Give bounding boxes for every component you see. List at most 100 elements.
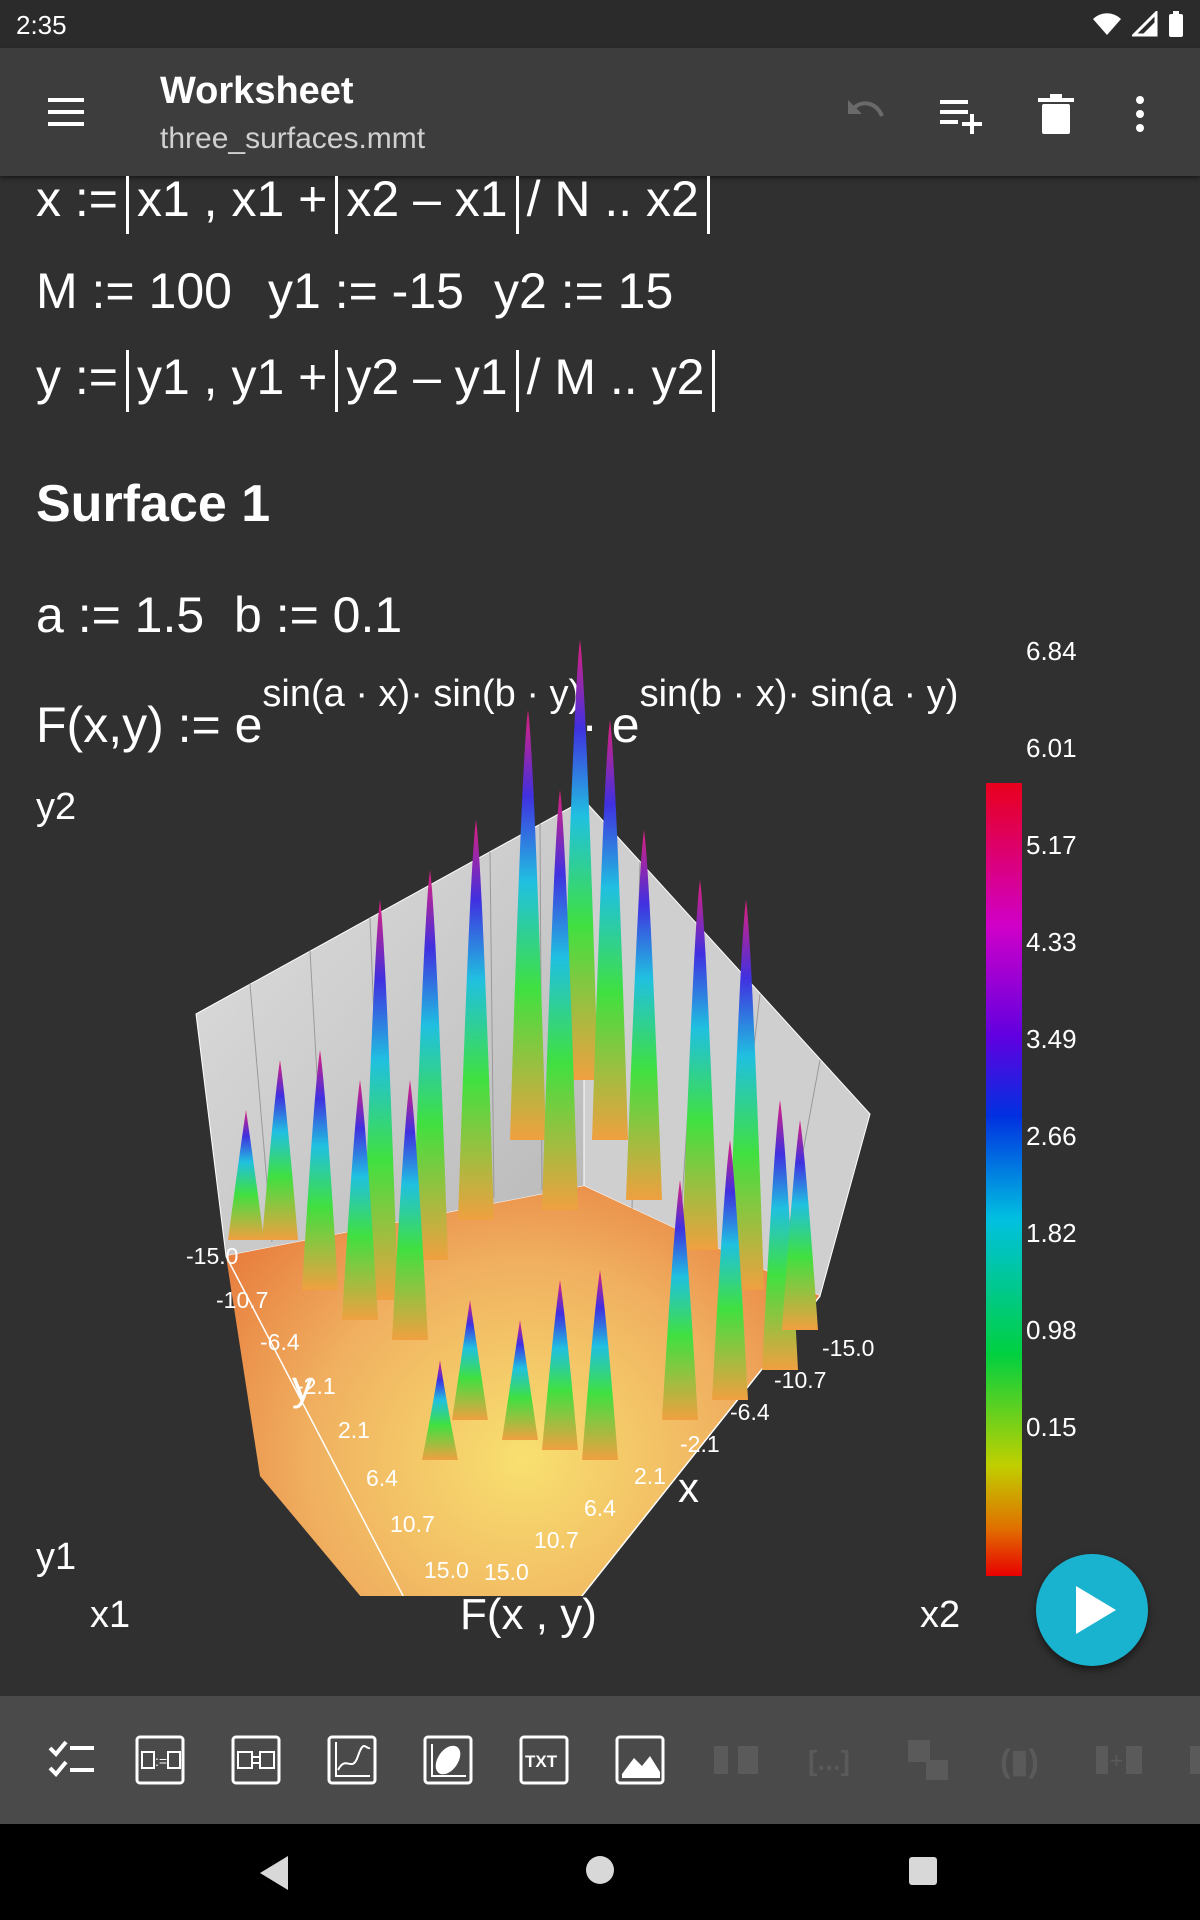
parentheses-icon: (▮) — [1000, 1743, 1039, 1779]
M-definition[interactable]: M := 100 — [36, 262, 232, 320]
more-vert-icon[interactable] — [1116, 90, 1164, 138]
math-text: x2 – x1 — [346, 176, 508, 227]
status-time: 2:35 — [16, 10, 67, 40]
surface-peak — [392, 1080, 428, 1340]
math-text: y1 , y1 + — [136, 349, 328, 405]
x-tick-label: 2.1 — [634, 1463, 666, 1489]
colorbar-tick-label: 0.98 — [1026, 1315, 1077, 1345]
section-heading[interactable]: Surface 1 — [36, 475, 271, 533]
surface-peak — [682, 880, 718, 1250]
bracket — [712, 349, 716, 412]
stack-block-icon — [908, 1740, 948, 1780]
b-definition[interactable]: b := 0.1 — [234, 586, 402, 644]
run-button[interactable] — [1036, 1554, 1148, 1666]
plot-y-min[interactable]: y1 — [36, 1536, 77, 1578]
app-title: Worksheet — [160, 70, 354, 112]
svg-text:[...]: [...] — [808, 1745, 850, 1776]
surface-peak — [228, 1110, 264, 1240]
math-text: / M .. y2 — [526, 349, 705, 405]
signal-icon — [1132, 11, 1158, 37]
y-tick-label: 15.0 — [424, 1557, 469, 1583]
x-axis-ticks: -15.0 -10.7-6.4 -2.1 2.1 6.410.715.0 — [484, 1335, 874, 1585]
y-tick-label: 2.1 — [338, 1417, 370, 1443]
abs-bar — [335, 349, 339, 412]
recents-icon[interactable] — [908, 1856, 938, 1886]
colorbar-tick-label: 1.82 — [1026, 1218, 1077, 1248]
surface-peak — [502, 1320, 538, 1440]
math-text: b := 0.1 — [234, 587, 403, 643]
surface-peak — [562, 640, 598, 1080]
exponent: sin(a · x)· sin(b · y) — [262, 673, 582, 715]
plot-frame-edge — [225, 1255, 821, 1596]
x-tick-label: 10.7 — [534, 1527, 579, 1553]
math-text: y2 – y1 — [346, 349, 508, 405]
y-definition[interactable]: y := y1 , y1 + y2 – y1 / M .. y2 — [36, 348, 723, 412]
plot-y-max[interactable]: y2 — [36, 786, 77, 828]
delete-icon[interactable] — [1032, 90, 1080, 138]
evaluate-equation-icon[interactable] — [230, 1734, 282, 1786]
y-tick-label: 10.7 — [390, 1511, 435, 1537]
plot-x-max[interactable]: x2 — [920, 1594, 961, 1636]
surface-peak — [412, 870, 448, 1260]
F-definition[interactable]: F(x,y) := esin(a · x)· sin(b · y)· esin(… — [36, 673, 958, 754]
surface-peak — [542, 790, 578, 1210]
math-text: x1 , x1 + — [136, 176, 328, 227]
a-definition[interactable]: a := 1.5 — [36, 586, 204, 644]
colorbar-tick-label: 6.84 — [1026, 636, 1077, 666]
file-name: three_surfaces.mmt — [160, 122, 426, 155]
back-icon[interactable] — [258, 1854, 292, 1892]
x-tick-label: 15.0 — [484, 1559, 529, 1585]
colorbar-tick-label: 6.01 — [1026, 733, 1077, 763]
worksheet-content[interactable]: x := x1 , x1 + x2 – x1 / N .. x2 M := 100 y… — [0, 176, 1200, 1696]
home-icon[interactable] — [584, 1854, 616, 1886]
x-tick-label: 6.4 — [584, 1495, 616, 1521]
colorbar-tick-label: 3.49 — [1026, 1024, 1077, 1054]
y-tick-label: -6.4 — [260, 1329, 300, 1355]
plot-function[interactable]: F(x , y) — [460, 1590, 597, 1639]
axis-label-y: y — [292, 1362, 313, 1409]
surface-peak — [302, 1050, 338, 1290]
playlist-add-icon[interactable] — [936, 90, 984, 138]
undo-icon[interactable] — [840, 90, 888, 138]
insert-sum-icon: + — [1096, 1746, 1142, 1774]
surface-peak — [592, 720, 628, 1140]
surface-peak — [782, 1120, 818, 1330]
x-tick-label: -15.0 — [822, 1335, 874, 1361]
surface-peak — [712, 1140, 748, 1400]
math-text: y2 := 15 — [494, 263, 674, 319]
y-tick-label: 6.4 — [366, 1465, 398, 1491]
svg-text:TXT: TXT — [525, 1752, 558, 1771]
x-tick-label: -10.7 — [774, 1367, 826, 1393]
checklist-icon[interactable] — [46, 1734, 98, 1786]
surface-peak — [582, 1270, 618, 1460]
y1-definition[interactable]: y1 := -15 — [268, 262, 464, 320]
y2-definition[interactable]: y2 := 15 — [494, 262, 673, 320]
line-plot-icon[interactable] — [326, 1734, 378, 1786]
app-bar: Worksheet three_surfaces.mmt — [0, 48, 1200, 176]
colorbar — [986, 783, 1022, 1576]
x-definition[interactable]: x := x1 , x1 + x2 – x1 / N .. x2 — [36, 176, 718, 234]
surface-peak — [662, 1180, 698, 1420]
text-block-icon[interactable]: TXT — [518, 1734, 570, 1786]
x-tick-label: -2.1 — [680, 1431, 720, 1457]
bracket — [706, 176, 710, 234]
math-text: / N .. x2 — [526, 176, 699, 227]
colorbar-tick-label: 4.33 — [1026, 927, 1077, 957]
surface-plot-icon[interactable] — [422, 1734, 474, 1786]
colorbar-tick-label: 2.66 — [1026, 1121, 1077, 1151]
surface-peak — [342, 1080, 378, 1320]
plot-x-min[interactable]: x1 — [90, 1594, 131, 1636]
axis-label-x: x — [678, 1464, 699, 1511]
surface-peaks — [228, 640, 818, 1460]
y-axis-ticks: -15.0 -10.7 -6.4 -2.12.1 6.4 10.7 15.0 — [186, 1243, 469, 1583]
svg-text:+: + — [1110, 1748, 1123, 1773]
menu-icon[interactable] — [44, 90, 88, 134]
math-text: M := 100 — [36, 263, 232, 319]
surface-peak — [362, 900, 398, 1300]
define-equation-icon[interactable]: := — [134, 1734, 186, 1786]
svg-text::=: := — [155, 1753, 167, 1769]
colorbar-tick-label: 0.15 — [1026, 1412, 1077, 1442]
surface-plot[interactable]: y x -15.0-10.7-6.4-2.12.16.410.715.0 -15… — [0, 176, 1000, 1596]
image-icon[interactable] — [614, 1734, 666, 1786]
surface-peak — [422, 1360, 458, 1460]
